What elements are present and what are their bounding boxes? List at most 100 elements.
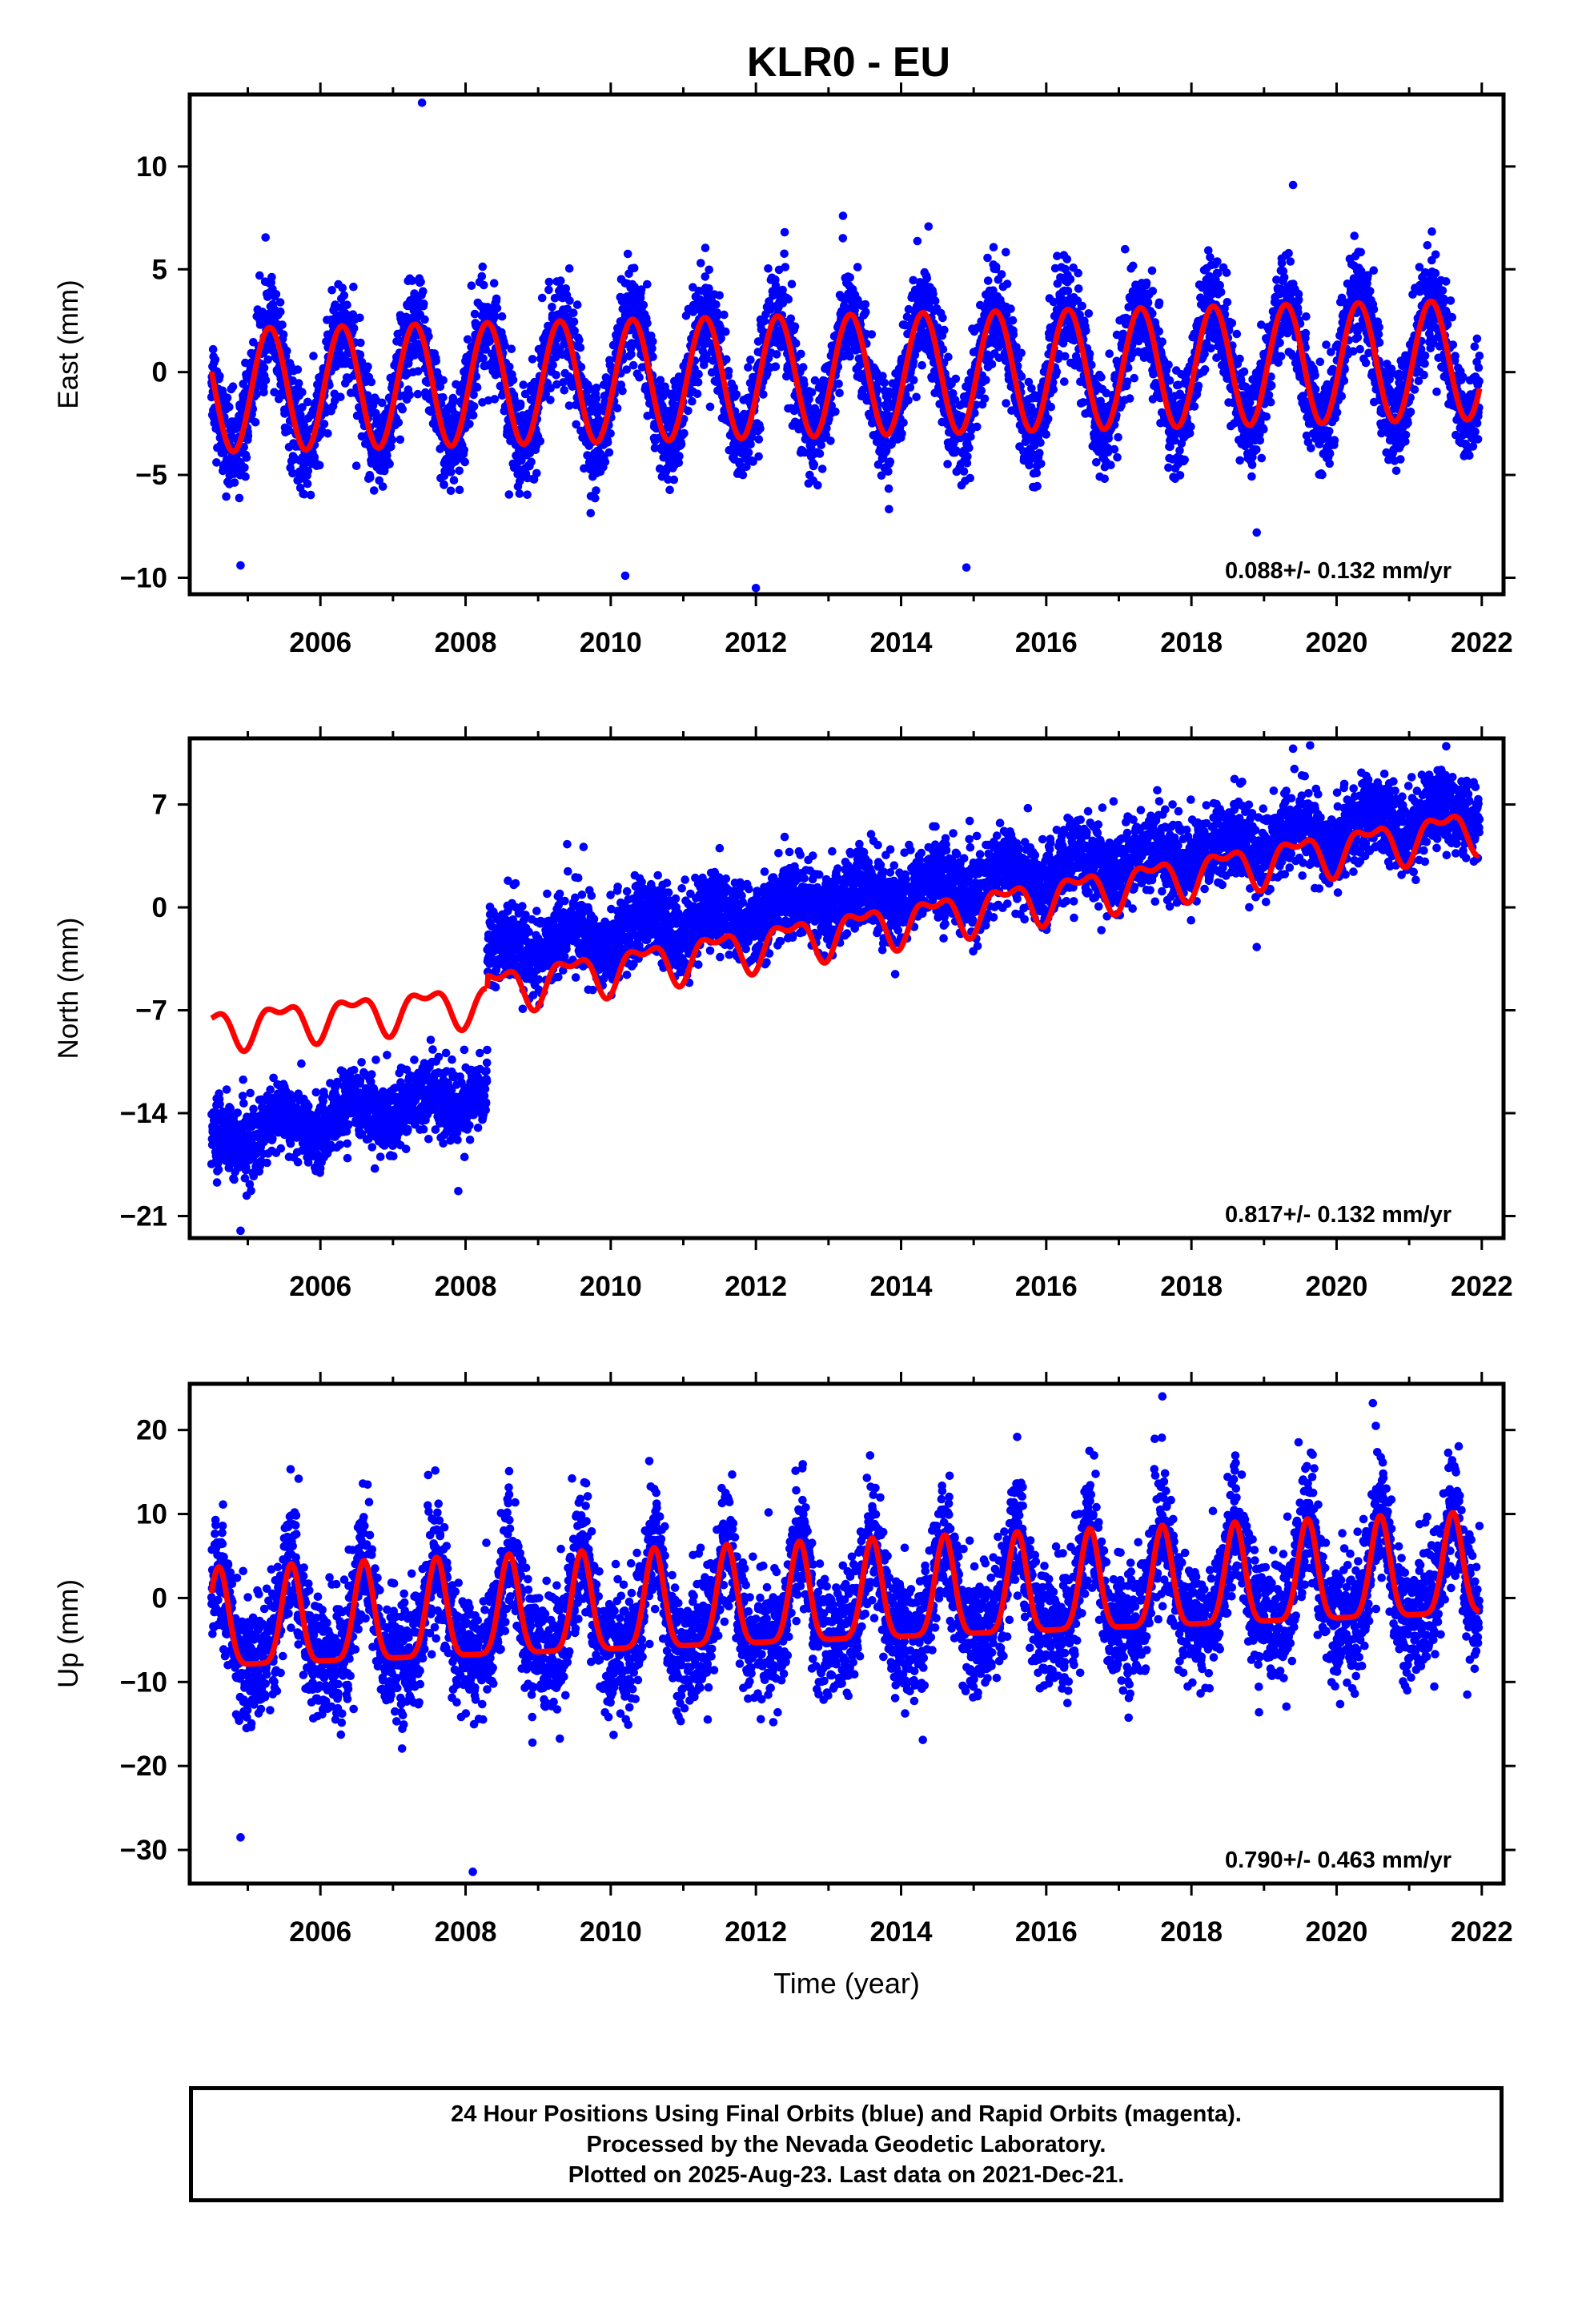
east-point-2477 (732, 390, 741, 399)
east-point-528 (319, 420, 329, 428)
east-point-3496 (951, 374, 961, 384)
east-point-2840 (809, 460, 819, 469)
east-point-698 (355, 350, 365, 360)
east-point-3950 (1049, 385, 1058, 394)
east-point-4656 (1200, 365, 1210, 374)
east-point-667 (349, 282, 358, 292)
east-point-3167 (880, 378, 889, 388)
east-point-1196 (460, 445, 468, 455)
east-point-766 (369, 486, 379, 495)
east-point-4898 (1252, 445, 1261, 454)
east-point-2381 (712, 300, 721, 309)
east-point-3563 (966, 473, 974, 483)
east-point-483 (310, 452, 319, 462)
east-point-4492 (1165, 376, 1174, 385)
east-point-1338 (490, 395, 500, 404)
east-point-753 (367, 377, 376, 387)
east-point-842 (385, 460, 394, 468)
east-point-999 (419, 287, 428, 296)
east-point-4607 (1190, 402, 1199, 411)
east-point-4020 (1063, 287, 1073, 296)
east-point-4760 (1222, 268, 1231, 277)
east-point-2956 (835, 388, 844, 398)
east-point-2546 (746, 356, 755, 364)
east-point-1518 (528, 355, 537, 364)
east-point-2246 (684, 406, 693, 416)
east-point-2296 (694, 369, 703, 379)
east-point-1417 (507, 344, 516, 354)
east-point-2857 (813, 480, 822, 490)
east-point-1238 (468, 411, 478, 420)
east-point-2705 (780, 227, 789, 237)
east-point-1867 (603, 438, 612, 447)
east-point-4210 (1105, 349, 1114, 359)
east-point-1426 (508, 376, 518, 384)
east-point-2603 (759, 390, 768, 399)
east-point-433 (299, 489, 309, 499)
east-point-1597 (544, 277, 554, 287)
east-point-40 (215, 372, 224, 380)
east-point-2583 (754, 435, 764, 444)
east-point-903 (398, 404, 408, 414)
east-point-3941 (1046, 402, 1055, 412)
east-point-1211 (463, 335, 472, 344)
east-point-381 (288, 468, 297, 478)
east-point-4187 (1100, 474, 1109, 484)
east-point-450 (303, 479, 312, 489)
east-point-3194 (885, 457, 895, 466)
east-point-3928 (1043, 414, 1053, 424)
east-point-4819 (1235, 354, 1244, 364)
east-point-2953 (834, 380, 843, 388)
east-point-361 (283, 424, 293, 434)
east-point-207 (251, 418, 260, 427)
east-point-1456 (515, 489, 524, 498)
east-point-736 (363, 362, 372, 372)
east-point-1219 (465, 420, 474, 428)
east-point-4716 (1213, 257, 1222, 266)
east-point-1646 (556, 276, 565, 285)
east-point-3754 (1006, 304, 1015, 313)
east-point-3371 (924, 222, 934, 231)
east-point-478 (309, 352, 318, 360)
chart-title: KLR0 - EU (747, 39, 950, 86)
east-point-1080 (436, 382, 445, 392)
east-point-213 (252, 389, 261, 399)
east-point-4820 (1235, 456, 1244, 465)
east-point-1706 (569, 317, 579, 327)
east-point-543 (323, 429, 332, 438)
east-point-1595 (544, 285, 553, 295)
east-point-1687 (565, 296, 574, 305)
east-point-3003 (845, 273, 854, 282)
east-point-2829 (807, 388, 817, 397)
east-point-1287 (480, 280, 488, 290)
east-point-1874 (604, 448, 614, 457)
east-point-284 (267, 272, 276, 282)
east-point-1133 (447, 468, 456, 476)
east-point-4326 (1130, 373, 1138, 383)
east-point-614 (338, 283, 347, 292)
east-point-1513 (527, 457, 536, 467)
east-point-949 (408, 276, 416, 285)
east-point-4804 (1232, 329, 1242, 339)
east-point-4442 (1154, 298, 1164, 308)
east-point-1704 (568, 308, 578, 318)
east-point-4487 (1164, 360, 1173, 369)
east-point-3400 (930, 296, 940, 306)
east-point-3666 (987, 360, 997, 369)
east-point-2160 (665, 485, 674, 495)
east-point-3920 (1042, 430, 1050, 439)
east-point-1723 (572, 300, 582, 309)
east-point-4783 (1227, 319, 1237, 328)
east-point-4002 (1060, 377, 1069, 386)
east-point-1494 (523, 490, 532, 499)
east-point-1407 (505, 362, 514, 372)
east-point-2051 (643, 279, 652, 289)
east-point-1200 (460, 457, 469, 467)
east-point-2443 (724, 367, 733, 376)
east-point-338 (279, 330, 288, 340)
east-point-1738 (576, 343, 585, 352)
east-point-1732 (575, 336, 584, 344)
east-point-1240 (469, 390, 478, 400)
east-point-1335 (489, 279, 499, 288)
east-point-2537 (744, 448, 753, 457)
